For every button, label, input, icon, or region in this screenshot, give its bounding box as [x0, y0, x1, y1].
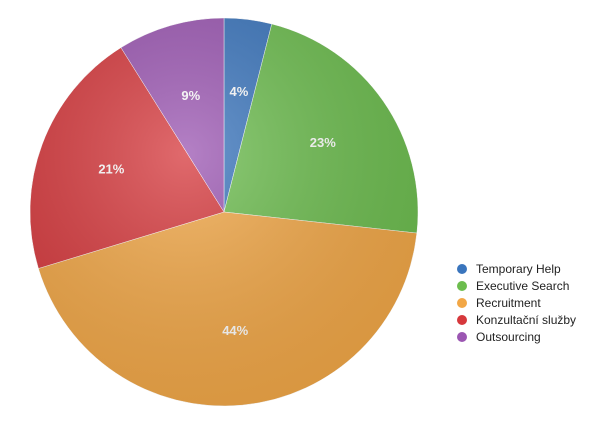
- legend-marker: [457, 315, 467, 325]
- legend-label: Temporary Help: [476, 262, 561, 276]
- value-label: 9%: [181, 88, 200, 103]
- value-label: 4%: [230, 84, 249, 99]
- value-label: 44%: [222, 323, 248, 338]
- legend-label: Recruitment: [476, 296, 541, 310]
- legend-label: Outsourcing: [476, 330, 541, 344]
- legend-label: Executive Search: [476, 279, 569, 293]
- legend-marker: [457, 298, 467, 308]
- legend-marker: [457, 332, 467, 342]
- value-label: 21%: [98, 161, 124, 176]
- legend-marker: [457, 281, 467, 291]
- legend-label: Konzultační služby: [476, 313, 576, 327]
- value-label: 23%: [310, 135, 336, 150]
- legend-marker: [457, 264, 467, 274]
